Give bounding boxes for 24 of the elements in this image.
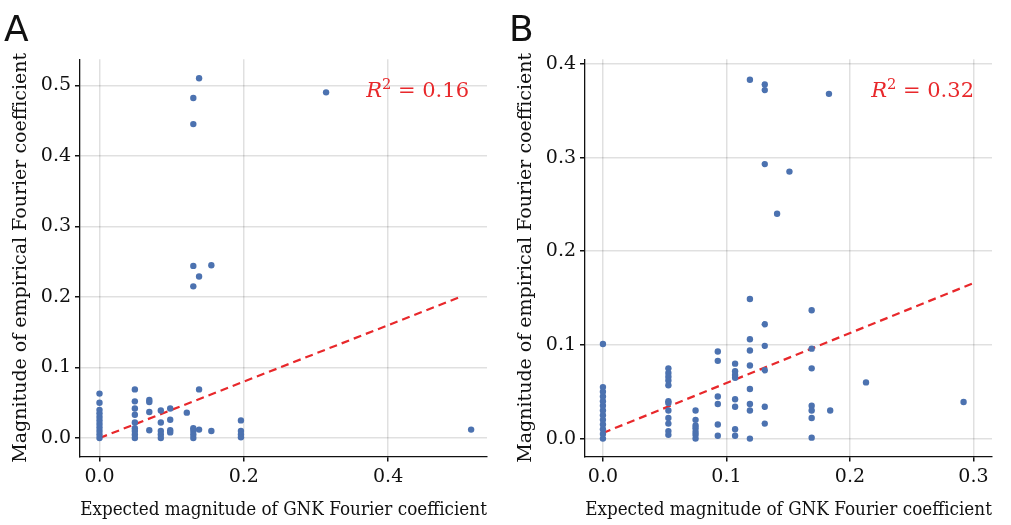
x-tick-label: 0.0 bbox=[84, 463, 115, 486]
chart-title: B bbox=[509, 7, 534, 49]
y-tick-label: 0.1 bbox=[40, 354, 72, 377]
y-tick-label: 0.3 bbox=[40, 213, 72, 236]
x-axis-title: Expected magnitude of GNK Fourier coefficient bbox=[80, 496, 488, 519]
chart-title: A bbox=[4, 7, 29, 49]
y-tick-label: 0.1 bbox=[545, 331, 577, 354]
y-tick-label: 0.4 bbox=[40, 142, 72, 165]
y-tick-label: 0.2 bbox=[545, 238, 577, 261]
y-tick-label: 0.0 bbox=[40, 424, 72, 447]
x-tick-label: 0.3 bbox=[958, 463, 989, 486]
x-tick-label: 0.1 bbox=[711, 463, 742, 486]
y-tick-label: 0.0 bbox=[545, 425, 577, 448]
x-tick-label: 0.0 bbox=[587, 463, 619, 486]
x-tick-label: 0.2 bbox=[834, 463, 866, 486]
y-tick-label: 0.3 bbox=[545, 144, 577, 167]
x-tick-label: 0.2 bbox=[228, 463, 259, 486]
x-axis-title: Expected magnitude of GNK Fourier coefficient bbox=[585, 496, 993, 519]
y-axis-title: Magnitude of empirical Fourier coefficient bbox=[8, 52, 31, 463]
y-tick-label: 0.5 bbox=[40, 72, 72, 95]
y-axis-title: Magnitude of empirical Fourier coefficient bbox=[513, 52, 536, 463]
y-tick-label: 0.4 bbox=[545, 50, 577, 73]
x-tick-label: 0.4 bbox=[373, 463, 404, 486]
y-tick-label: 0.2 bbox=[40, 283, 72, 306]
